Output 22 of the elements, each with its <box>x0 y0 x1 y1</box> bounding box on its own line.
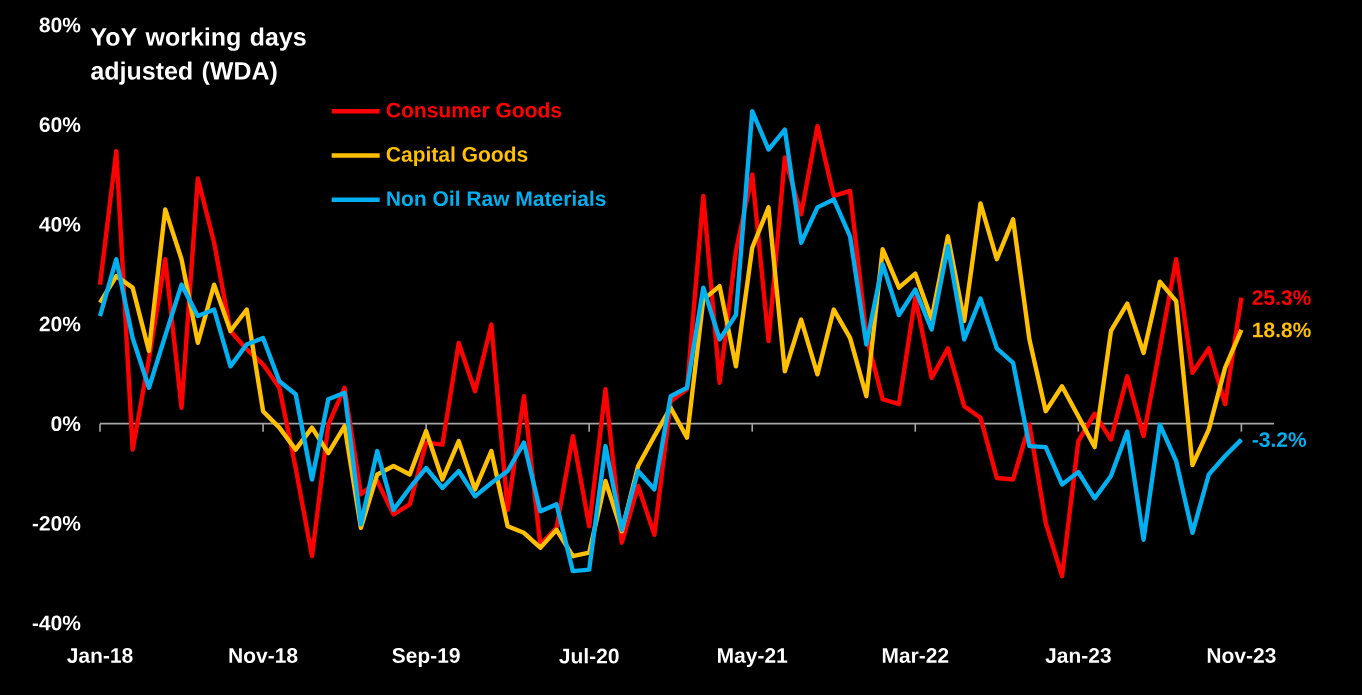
y-tick-label: 60% <box>39 117 81 133</box>
data-label: 18.8% <box>1253 322 1311 338</box>
y-tick-label: -20% <box>32 515 81 531</box>
x-tick-label: Nov-23 <box>1207 648 1276 663</box>
legend-label: Non Oil Raw Materials <box>387 190 606 207</box>
y-tick-label: 0% <box>51 416 81 432</box>
text: YoY working days adjusted (WDA) <box>90 27 306 85</box>
x-tick-label: May-21 <box>718 648 788 668</box>
x-tick-label: Nov-18 <box>229 648 298 663</box>
data-label: -3.2% <box>1252 432 1307 448</box>
y-tick-label: 40% <box>39 216 81 232</box>
x-tick-label: Jul-20 <box>559 648 619 664</box>
y-tick-label: -40% <box>32 615 81 631</box>
y-tick-label: 80% <box>39 17 81 33</box>
y-tick-label: 20% <box>39 316 81 332</box>
x-tick-label: Jan-23 <box>1045 648 1111 663</box>
legend-label: Consumer Goods <box>386 102 562 118</box>
x-tick-label: Mar-22 <box>882 648 949 663</box>
x-tick-label: Jan-18 <box>67 648 133 663</box>
legend-label: Capital Goods <box>386 146 528 166</box>
x-tick-label: Sep-19 <box>392 648 460 668</box>
data-label: 25.3% <box>1252 290 1311 306</box>
